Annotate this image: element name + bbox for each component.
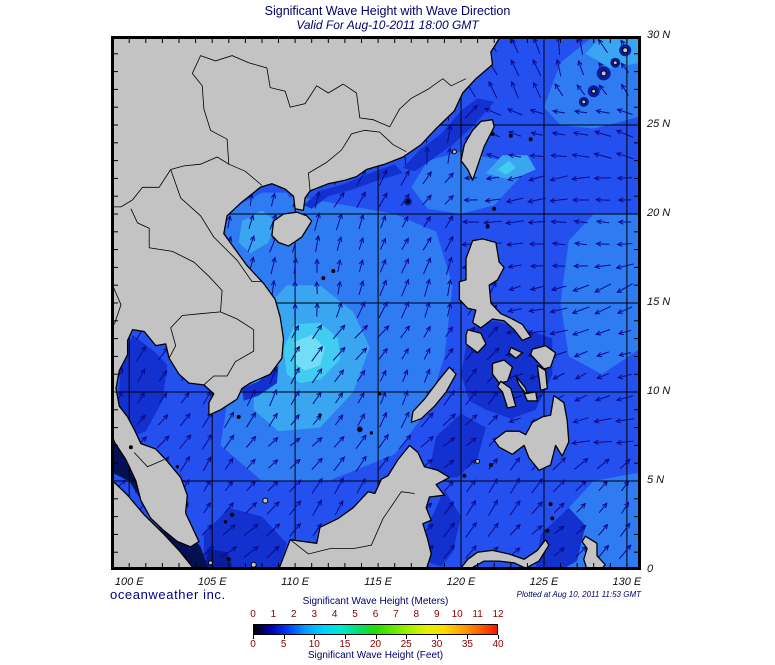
- legend-meters-label: Significant Wave Height (Meters): [302, 596, 449, 607]
- map-canvas: [111, 36, 641, 570]
- legend-feet-tickmark: [467, 635, 469, 639]
- legend-feet-tick: 35: [461, 639, 473, 650]
- lon-label: 110 E: [281, 576, 310, 588]
- legend-meters-tick: 6: [372, 609, 379, 620]
- legend-feet-tickmark: [375, 635, 377, 639]
- legend-feet-tick: 20: [369, 639, 382, 650]
- plotted-timestamp: Plotted at Aug 10, 2011 11:53 GMT: [516, 590, 641, 599]
- lat-label: 20 N: [647, 207, 671, 219]
- legend-meters-tick: 3: [311, 609, 318, 620]
- legend-feet-tickmark: [344, 635, 346, 639]
- legend-feet-tickmark: [436, 635, 438, 639]
- legend-meters-tick: 9: [433, 609, 440, 620]
- lon-label: 105 E: [197, 576, 227, 588]
- lat-label: 0: [647, 563, 654, 575]
- legend-feet-tickmark: [314, 635, 316, 639]
- lon-label: 100 E: [114, 576, 144, 588]
- lon-label: 125 E: [529, 576, 559, 588]
- legend-meters-tick: 11: [472, 609, 483, 620]
- lat-label: 25 N: [647, 118, 671, 130]
- legend-feet-tick: 0: [250, 639, 256, 650]
- legend-feet-tick: 30: [431, 639, 443, 650]
- legend-feet-label: Significant Wave Height (Feet): [307, 650, 444, 661]
- credit-oceanweather: oceanweather inc.: [110, 587, 226, 602]
- lon-label: 115 E: [364, 576, 393, 588]
- legend-meters-tick: 10: [451, 609, 463, 620]
- chart-title: Significant Wave Height with Wave Direct…: [264, 4, 511, 18]
- lon-label: 130 E: [612, 576, 642, 588]
- lat-label: 5 N: [647, 474, 665, 486]
- legend-meters-tick: 4: [331, 609, 338, 620]
- legend-feet-tick: 25: [400, 639, 412, 650]
- lat-label: 15 N: [647, 296, 671, 308]
- legend-meters-tick: 0: [250, 609, 256, 620]
- legend-feet-tickmark: [498, 635, 499, 639]
- legend-meters-tick: 5: [352, 609, 358, 620]
- lat-label: 30 N: [647, 29, 671, 41]
- legend-feet-tick: 5: [280, 639, 287, 650]
- legend-feet-tickmark: [406, 635, 408, 639]
- legend-meters-tick: 8: [413, 609, 420, 620]
- legend-feet-tickmark: [283, 635, 285, 639]
- legend-feet-tick: 15: [339, 639, 351, 650]
- legend-feet-tick: 40: [492, 639, 504, 650]
- lat-label: 10 N: [647, 385, 671, 397]
- chart-subtitle: Valid For Aug-10-2011 18:00 GMT: [296, 18, 479, 32]
- legend-feet-tickmark: [253, 635, 254, 639]
- legend-meters-tick: 7: [393, 609, 399, 620]
- legend-meters-tick: 1: [270, 609, 277, 620]
- legend-colorbar: [253, 624, 498, 635]
- legend-meters-tick: 12: [492, 609, 504, 620]
- legend-feet-tick: 10: [308, 639, 320, 650]
- legend-meters-tick: 2: [291, 609, 297, 620]
- lon-label: 120 E: [446, 576, 476, 588]
